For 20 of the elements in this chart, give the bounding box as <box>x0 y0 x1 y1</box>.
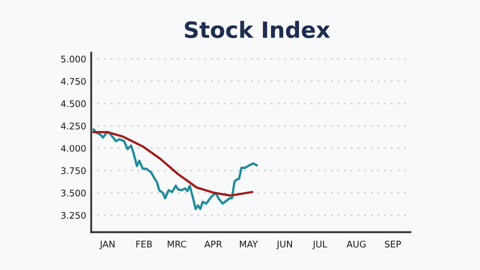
chart-title: Stock Index <box>184 20 330 38</box>
y-tick-label: 5.000 <box>61 56 86 62</box>
x-tick-label: JAN <box>99 240 114 250</box>
y-tick-label: 4.750 <box>60 78 86 85</box>
x-tick-label: APR <box>204 240 222 248</box>
x-tick-label: AUG <box>346 240 366 248</box>
y-tick-label: 3.750 <box>61 167 86 174</box>
x-tick-label: MAY <box>240 240 258 248</box>
x-tick-label: MRC <box>168 240 186 248</box>
x-tick-label: FEB <box>136 240 152 248</box>
x-tick-label: JUN <box>276 240 292 250</box>
x-tick-label: JUL <box>312 240 328 250</box>
y-tick-label: 3.500 <box>61 190 86 196</box>
y-tick-label: 4.500 <box>60 100 86 108</box>
y-tick-label: 4.000 <box>60 144 86 152</box>
line-series <box>92 131 254 197</box>
y-tick-label: 4.250 <box>60 122 86 130</box>
line-series <box>92 128 258 210</box>
y-tick-label: 3.250 <box>61 212 86 219</box>
x-tick-label: SEP <box>384 240 401 248</box>
